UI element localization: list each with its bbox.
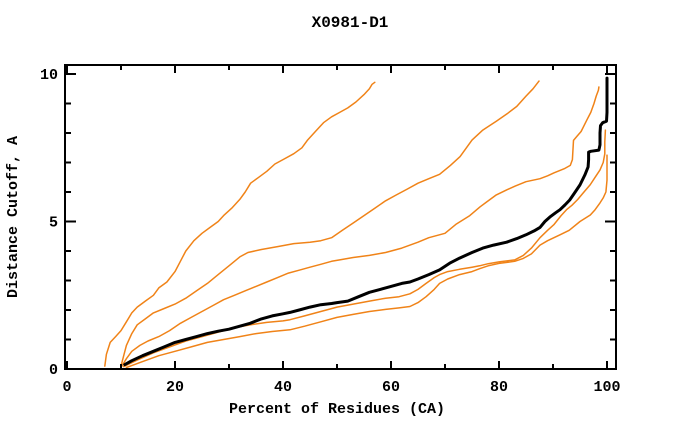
y-tick-label: 10	[40, 67, 58, 84]
curve-orange-curve-1-steepest	[104, 81, 376, 367]
x-axis-label: Percent of Residues (CA)	[229, 401, 445, 418]
x-tick-label: 0	[62, 379, 71, 396]
curve-orange-curve-3	[120, 86, 600, 369]
x-tick-label: 40	[274, 379, 292, 396]
x-tick-label: 100	[593, 379, 620, 396]
curve-orange-curve-5-lowest	[125, 154, 608, 369]
curve-orange-curve-4	[122, 129, 607, 368]
curve-black-model-curve	[123, 76, 609, 367]
curve-orange-curve-2	[120, 80, 540, 367]
x-tick-label: 80	[490, 379, 508, 396]
y-tick-label: 5	[49, 215, 58, 232]
plot-title: X0981-D1	[312, 14, 389, 32]
plot-frame	[64, 64, 617, 370]
x-tick-label: 20	[166, 379, 184, 396]
x-tick-label: 60	[382, 379, 400, 396]
y-axis-label: Distance Cutoff, A	[5, 136, 22, 298]
plot-area: 0 20 40 60 80 100 0 5 10	[40, 64, 621, 396]
y-tick-label: 0	[49, 362, 58, 379]
